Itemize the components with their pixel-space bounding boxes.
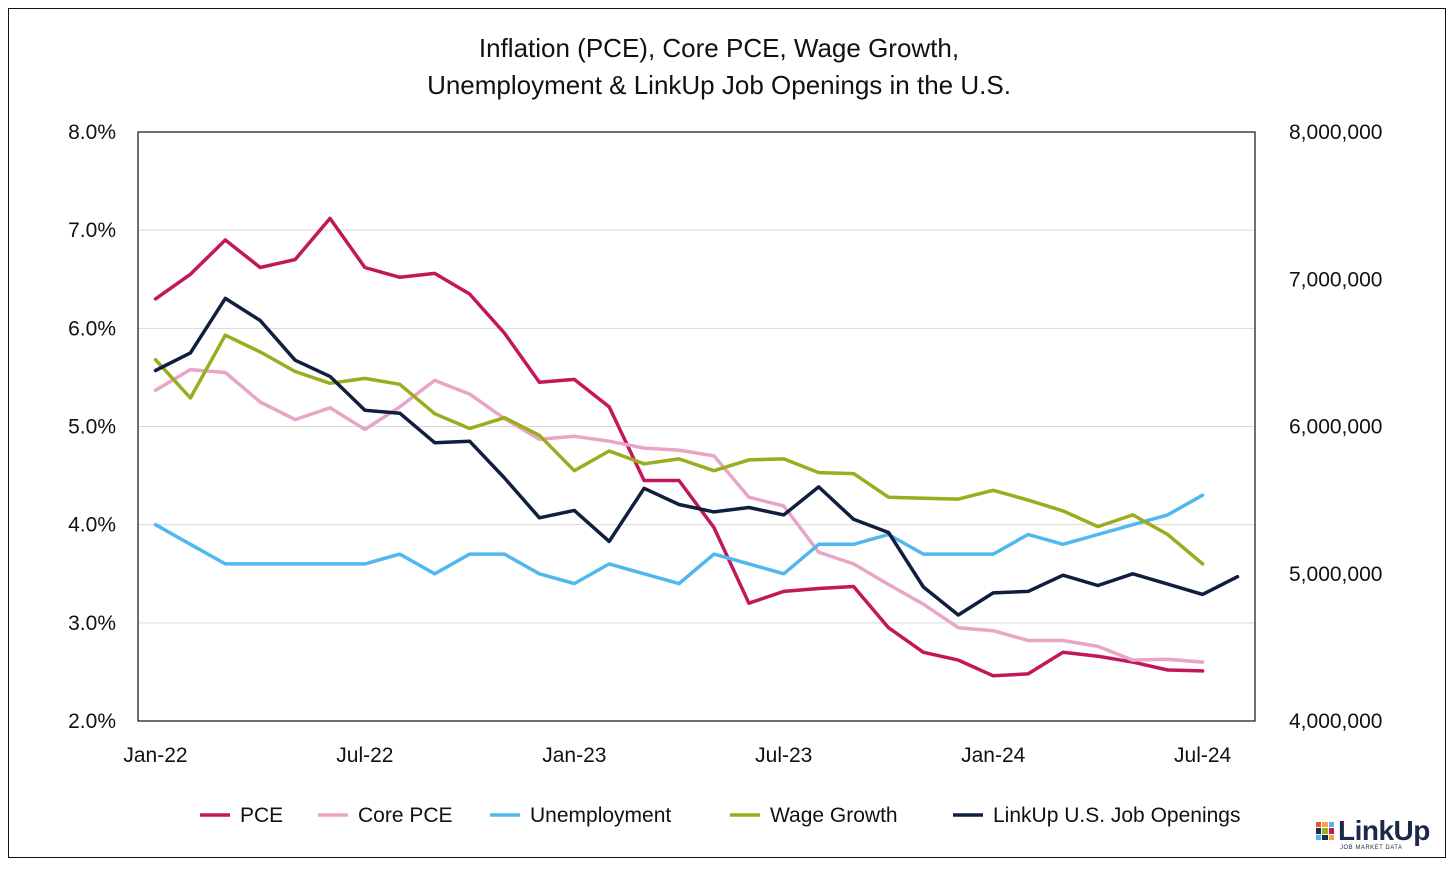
left-tick-label: 2.0%	[68, 710, 116, 733]
left-tick-label: 7.0%	[68, 219, 116, 242]
left-tick-label: 8.0%	[68, 121, 116, 144]
series-line-core-pce	[153, 367, 1205, 664]
right-tick-label: 6,000,000	[1289, 416, 1382, 439]
x-tick-label: Jul-24	[1174, 744, 1232, 767]
x-tick-label: Jan-23	[542, 744, 606, 767]
legend: PCE Core PCE Unemployment Wage Growth LinkUp…	[200, 804, 1240, 827]
logo-wordmark: LinkUp	[1338, 815, 1430, 846]
chart-title-line-2: Unemployment & LinkUp Job Openings in th…	[427, 70, 1011, 100]
left-axis-ticks: 2.0% 3.0% 4.0% 5.0% 6.0% 7.0% 8.0%	[68, 121, 116, 733]
left-tick-label: 3.0%	[68, 612, 116, 635]
grid-lines	[138, 229, 1255, 624]
x-tick-label: Jul-22	[336, 744, 393, 767]
series-line-linkup-u-s-job-openings	[153, 296, 1240, 617]
logo-grid-icon	[1316, 822, 1334, 840]
series-line-pce	[153, 216, 1205, 678]
left-tick-label: 4.0%	[68, 514, 116, 537]
x-tick-label: Jul-23	[755, 744, 812, 767]
left-tick-label: 6.0%	[68, 317, 116, 340]
plot-area	[137, 131, 1256, 722]
legend-label-pce: PCE	[240, 804, 283, 827]
chart-frame	[8, 8, 1446, 858]
legend-label-core-pce: Core PCE	[358, 804, 453, 827]
series-line-wage-growth	[153, 333, 1205, 566]
linkup-logo: LinkUp JOB MARKET DATA	[1316, 815, 1430, 851]
right-axis-ticks: 4,000,000 5,000,000 6,000,000 7,000,000 8,00…	[1289, 121, 1382, 733]
logo-tagline: JOB MARKET DATA	[1340, 845, 1403, 851]
x-axis-ticks: Jan-22 Jul-22 Jan-23 Jul-23 Jan-24 Jul-24	[123, 744, 1231, 767]
chart-title-line-1: Inflation (PCE), Core PCE, Wage Growth,	[478, 33, 960, 63]
legend-label-unemployment: Unemployment	[530, 804, 671, 827]
right-tick-label: 7,000,000	[1289, 268, 1382, 291]
legend-label-wage-growth: Wage Growth	[770, 804, 898, 827]
left-tick-label: 5.0%	[68, 416, 116, 439]
chart-title: Inflation (PCE), Core PCE, Wage Growth, …	[0, 30, 1438, 104]
series-line-unemployment	[153, 493, 1205, 586]
right-tick-label: 5,000,000	[1289, 563, 1382, 586]
x-tick-label: Jan-22	[123, 744, 187, 767]
plot-border	[137, 131, 1256, 722]
right-tick-label: 4,000,000	[1289, 710, 1382, 733]
x-tick-label: Jan-24	[961, 744, 1026, 767]
right-tick-label: 8,000,000	[1289, 121, 1382, 144]
legend-label-linkup-u-s-job-openings: LinkUp U.S. Job Openings	[993, 804, 1240, 827]
series-lines	[153, 216, 1240, 678]
